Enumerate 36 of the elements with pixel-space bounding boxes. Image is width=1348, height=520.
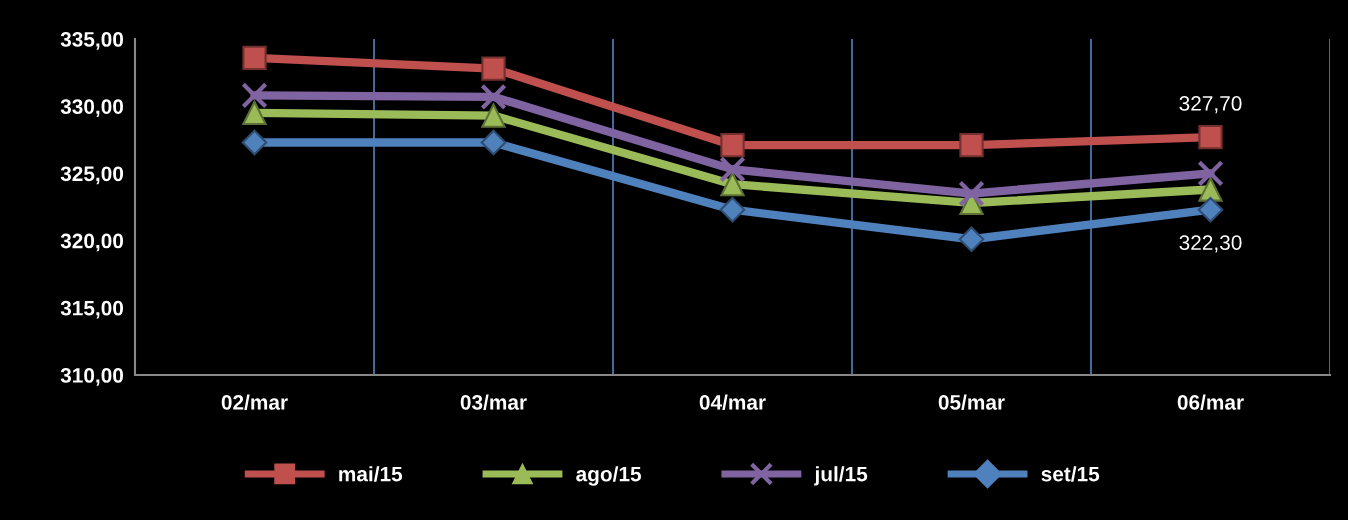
legend-label: mai/15 [339,466,403,482]
x-tick-label: 04/mar [699,394,766,410]
point [480,129,507,156]
point [1198,124,1223,150]
legend-label: ago/15 [576,466,642,486]
point [1197,160,1224,187]
legend-label: jul/15 [814,466,868,486]
point [481,56,506,81]
data-label: 322,30 [1179,235,1242,253]
x-tick-label: 03/mar [460,394,527,410]
y-tick-label: 335,00 [60,32,124,50]
point [719,156,746,183]
point [1197,196,1224,223]
y-tick-label: 330,00 [60,99,124,117]
point [481,103,506,128]
point [959,133,984,158]
y-tick-label: 310,00 [60,368,124,386]
x-tick-label: 05/mar [938,394,1005,410]
point [241,82,268,109]
point [958,180,985,207]
point [242,45,267,70]
point [958,226,985,253]
point [242,100,267,126]
point [1198,177,1223,202]
y-tick-label: 320,00 [60,233,124,252]
x-tick-label: 02/mar [221,394,288,410]
legend-label: set/15 [1041,466,1100,482]
point [720,172,745,197]
point [480,83,507,110]
y-tick-label: 325,00 [60,166,124,185]
x-tick-label: 06/mar [1177,394,1244,410]
data-label: 327,70 [1179,96,1242,114]
point [720,133,745,158]
y-tick-label: 315,00 [60,300,124,319]
point [241,129,268,156]
point [719,196,746,223]
